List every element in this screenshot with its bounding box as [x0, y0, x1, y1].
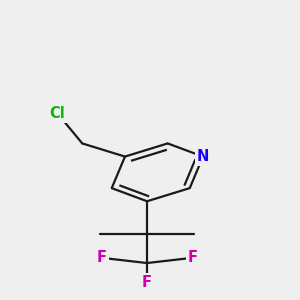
Text: Cl: Cl	[50, 106, 65, 121]
Text: N: N	[197, 149, 209, 164]
Text: F: F	[96, 250, 106, 265]
Text: F: F	[142, 275, 152, 290]
Text: F: F	[188, 250, 198, 265]
